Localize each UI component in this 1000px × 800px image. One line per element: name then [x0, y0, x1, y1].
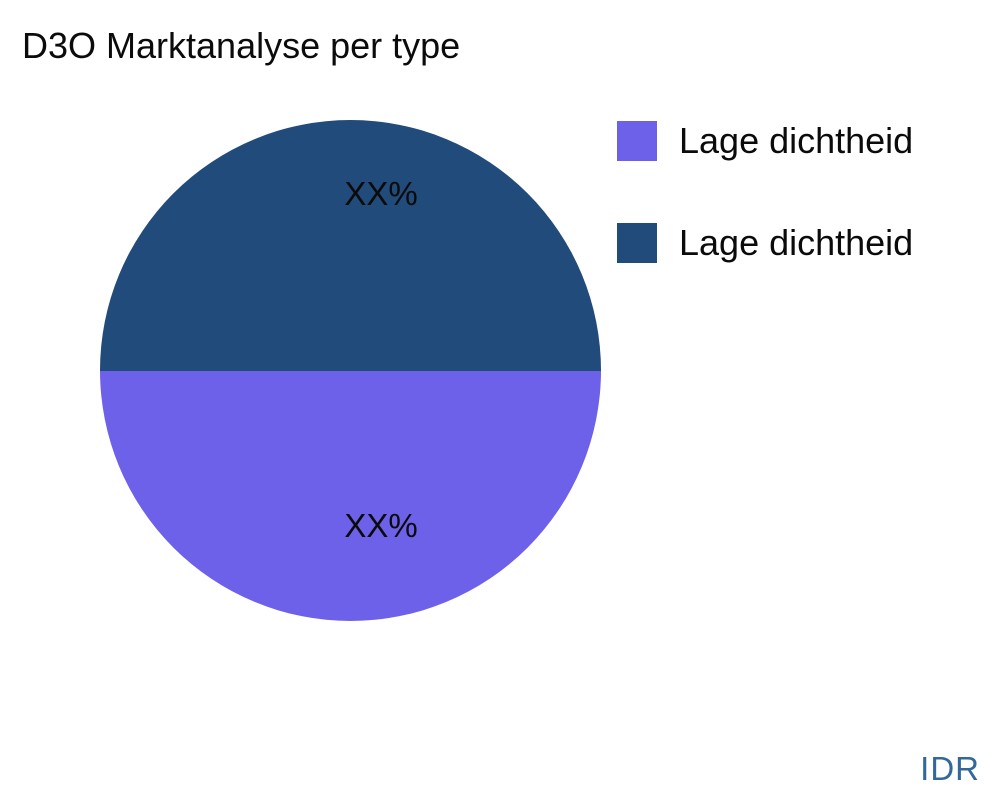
pie-slice-bottom[interactable]	[100, 370, 601, 621]
pie-slice-value-label-top: XX%	[344, 175, 418, 212]
chart-legend: Lage dichtheid Lage dichtheid	[617, 120, 913, 264]
legend-item-2[interactable]: Lage dichtheid	[617, 222, 913, 264]
legend-item-1[interactable]: Lage dichtheid	[617, 120, 913, 162]
pie-slice-value-label-bottom: XX%	[344, 507, 418, 544]
legend-swatch-navy	[617, 223, 657, 263]
legend-swatch-purple	[617, 121, 657, 161]
pie-chart: XX% XX%	[100, 120, 601, 621]
legend-item-label: Lage dichtheid	[679, 120, 914, 161]
currency-label: IDR	[920, 750, 980, 787]
legend-item-label: Lage dichtheid	[679, 222, 914, 263]
pie-slice-top[interactable]	[100, 120, 601, 371]
chart-title: D3O Marktanalyse per type	[22, 25, 461, 66]
